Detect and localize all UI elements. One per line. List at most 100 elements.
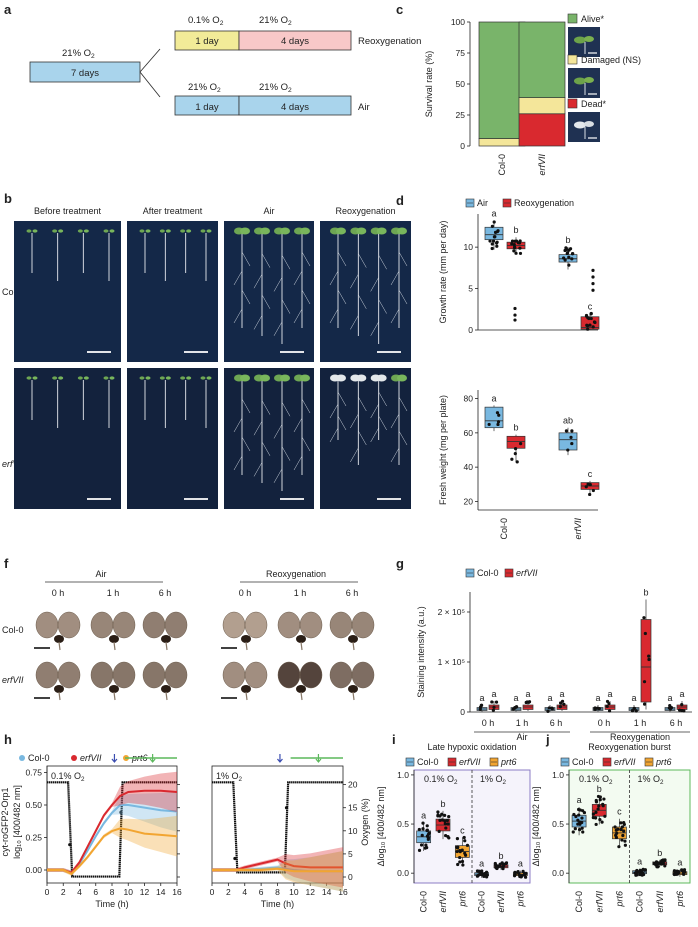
b-cotyledon — [376, 227, 387, 235]
g-letter: a — [607, 689, 612, 699]
h-tick-label: 0.75 — [25, 768, 42, 778]
b-cotyledon — [58, 229, 64, 233]
e-point — [510, 457, 514, 461]
j-point — [640, 873, 644, 877]
g-point — [669, 705, 674, 710]
g-point — [479, 703, 484, 707]
c-ylabel: Survival rate (%) — [424, 51, 434, 118]
d-point — [518, 251, 523, 256]
b-row-label: Col-0 — [2, 287, 24, 297]
b-lateral-root — [378, 415, 387, 431]
g-point — [491, 708, 495, 712]
f-group-air: Air — [96, 569, 107, 579]
j-letter: b — [657, 848, 662, 858]
j-point — [577, 828, 582, 832]
j-point — [573, 827, 577, 831]
c-seedling-leaf — [584, 121, 594, 127]
b-cotyledon — [32, 376, 38, 380]
i-letter: a — [479, 859, 484, 869]
g-point — [596, 706, 600, 710]
i-point — [522, 873, 527, 877]
f-cotyledon — [112, 661, 136, 689]
g-tick-label: 0 — [460, 707, 465, 717]
panel-letter-j: j — [545, 732, 550, 747]
i-point — [443, 819, 447, 823]
a-branch — [139, 48, 161, 98]
d-point — [589, 312, 593, 316]
i-point — [455, 846, 460, 850]
f-cotyledon — [90, 661, 114, 689]
g-letter: a — [525, 689, 530, 699]
f-meristem — [54, 685, 64, 693]
b-lateral-root — [281, 255, 291, 270]
g-letter: a — [559, 689, 564, 699]
i-letter: a — [518, 859, 523, 869]
j-legend-label: prt6 — [655, 757, 672, 767]
g-letter: a — [595, 693, 600, 703]
d-point — [589, 316, 593, 321]
b-lateral-root — [273, 468, 283, 483]
b-cotyledon — [200, 376, 206, 380]
b-lateral-root — [241, 398, 251, 414]
d-point — [593, 320, 597, 325]
g-point — [547, 706, 551, 710]
f-meristem — [161, 635, 171, 643]
d-outlier-point — [513, 306, 517, 311]
f-cotyledon — [142, 611, 166, 639]
b-cotyledon — [109, 229, 115, 233]
d-point — [518, 246, 522, 250]
b-lateral-root — [329, 308, 339, 324]
i-point — [436, 814, 440, 818]
b-cotyledon — [260, 227, 270, 235]
i-point — [460, 848, 464, 852]
h-legend-dot — [19, 755, 25, 761]
i-point — [437, 829, 441, 833]
i-point — [425, 828, 429, 832]
g-time-label: 1 h — [516, 718, 529, 728]
e-point — [515, 460, 519, 464]
g-letter: b — [643, 588, 648, 598]
j-point — [598, 818, 602, 822]
g-time-label: 0 h — [482, 718, 495, 728]
i-point — [443, 822, 447, 826]
j-point — [597, 804, 601, 808]
h-legend-dot — [71, 755, 77, 761]
b-lateral-root — [253, 462, 263, 477]
f-time-label: 0 h — [52, 588, 65, 598]
f-hypocotyl — [300, 691, 303, 701]
h-x-tick-label: 12 — [140, 887, 150, 897]
g-letter: a — [547, 693, 552, 703]
d-outlier-point — [591, 275, 595, 279]
b-cotyledon — [26, 229, 32, 233]
j-category-label: Col-0 — [635, 891, 645, 913]
b-cotyledon — [206, 229, 212, 233]
c-legend-label: Dead* — [581, 99, 607, 109]
h-y2-tick-label: 10 — [348, 826, 358, 836]
g-group-air: Air — [517, 732, 528, 742]
h-ribbon-prt6 — [212, 851, 343, 892]
f-cotyledon — [222, 611, 246, 639]
e-point — [569, 435, 573, 440]
i-point — [516, 869, 520, 874]
g-letter: a — [679, 689, 684, 699]
b-cotyledon — [336, 374, 346, 382]
g-erfvii-box — [640, 619, 652, 703]
g-point — [642, 702, 647, 706]
i-point — [440, 818, 444, 822]
i-legend-label: prt6 — [500, 757, 517, 767]
d-tick-label: 5 — [468, 284, 473, 294]
j-point — [619, 828, 623, 832]
b-photo — [14, 221, 121, 362]
j-point — [591, 812, 596, 816]
b-lateral-root — [358, 396, 367, 412]
h-x-tick-label: 10 — [124, 887, 134, 897]
h-x-tick-label: 14 — [156, 887, 166, 897]
b-cotyledon — [145, 376, 151, 380]
b-column-header: After treatment — [143, 206, 203, 216]
j-legend-label: Col-0 — [572, 757, 594, 767]
b-lateral-root — [329, 270, 339, 286]
i-point — [498, 864, 502, 868]
g-letter: a — [513, 693, 518, 703]
h-oxygen-point — [284, 806, 289, 810]
g-point — [513, 706, 517, 710]
